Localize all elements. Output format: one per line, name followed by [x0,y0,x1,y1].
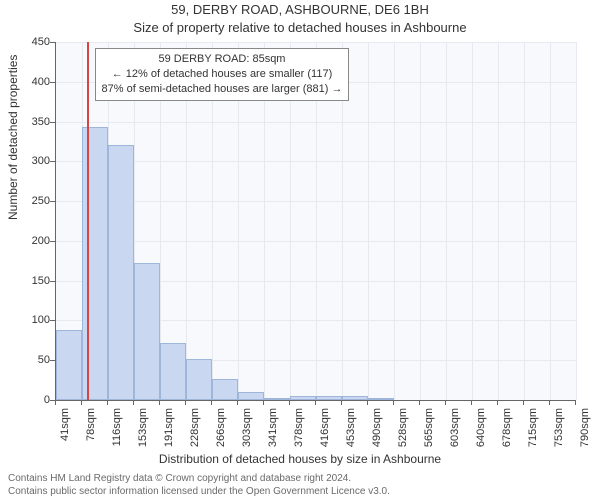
annotation-line2: ← 12% of detached houses are smaller (11… [112,68,333,80]
footnote: Contains HM Land Registry data © Crown c… [8,473,390,498]
x-tick-mark [55,400,56,405]
plot-area: 59 DERBY ROAD: 85sqm ← 12% of detached ho… [55,42,576,401]
y-tick-label: 0 [20,394,50,406]
y-tick-label: 450 [20,36,50,48]
histogram-bar [368,398,394,400]
x-tick-label: 790sqm [579,408,591,454]
x-tick-mark [341,400,342,405]
y-tick-mark [50,161,55,162]
y-tick-mark [50,201,55,202]
histogram-bar [160,343,186,400]
gridline-vertical [524,42,525,400]
x-tick-label: 378sqm [293,408,305,454]
y-tick-label: 150 [20,275,50,287]
x-tick-mark [315,400,316,405]
x-tick-mark [185,400,186,405]
histogram-bar [290,396,316,400]
y-tick-label: 300 [20,155,50,167]
x-tick-label: 603sqm [449,408,461,454]
y-tick-label: 350 [20,116,50,128]
x-tick-label: 453sqm [345,408,357,454]
gridline-vertical [550,42,551,400]
gridline-vertical [368,42,369,400]
y-tick-mark [50,241,55,242]
histogram-bar [108,145,134,400]
title-address: 59, DERBY ROAD, ASHBOURNE, DE6 1BH [0,2,600,17]
x-tick-label: 678sqm [501,408,513,454]
gridline-vertical [472,42,473,400]
footnote-line2: Contains public sector information licen… [8,486,390,497]
x-tick-mark [471,400,472,405]
x-axis-title: Distribution of detached houses by size … [0,452,600,466]
x-tick-mark [159,400,160,405]
x-tick-mark [393,400,394,405]
x-tick-label: 753sqm [553,408,565,454]
y-tick-mark [50,320,55,321]
gridline-vertical [498,42,499,400]
histogram-bar [264,398,290,400]
gridline-vertical [446,42,447,400]
x-tick-mark [289,400,290,405]
x-tick-label: 116sqm [111,408,123,454]
x-tick-label: 78sqm [85,408,97,454]
chart-container: 59, DERBY ROAD, ASHBOURNE, DE6 1BH Size … [0,0,600,500]
y-tick-label: 250 [20,195,50,207]
x-tick-label: 528sqm [397,408,409,454]
x-tick-mark [107,400,108,405]
x-tick-mark [367,400,368,405]
y-axis-title: Number of detached properties [6,55,20,220]
x-tick-label: 565sqm [423,408,435,454]
y-tick-label: 50 [20,354,50,366]
y-tick-mark [50,360,55,361]
footnote-line1: Contains HM Land Registry data © Crown c… [8,473,351,484]
x-tick-mark [133,400,134,405]
x-tick-mark [211,400,212,405]
x-tick-label: 715sqm [527,408,539,454]
x-tick-mark [263,400,264,405]
y-tick-label: 100 [20,314,50,326]
gridline-vertical [576,42,577,400]
title-subtitle: Size of property relative to detached ho… [0,20,600,35]
annotation-box: 59 DERBY ROAD: 85sqm ← 12% of detached ho… [95,48,350,101]
x-tick-mark [523,400,524,405]
gridline-vertical [420,42,421,400]
x-tick-mark [445,400,446,405]
x-tick-label: 266sqm [215,408,227,454]
x-tick-mark [81,400,82,405]
histogram-bar [56,330,82,400]
histogram-bar [212,379,238,400]
histogram-bar [316,396,342,400]
annotation-line3: 87% of semi-detached houses are larger (… [102,83,343,95]
x-tick-label: 228sqm [189,408,201,454]
x-tick-label: 640sqm [475,408,487,454]
x-tick-label: 41sqm [59,408,71,454]
gridline-vertical [394,42,395,400]
y-tick-mark [50,82,55,83]
histogram-bar [238,392,264,400]
x-tick-label: 490sqm [371,408,383,454]
y-tick-mark [50,281,55,282]
x-tick-label: 303sqm [241,408,253,454]
x-tick-mark [575,400,576,405]
annotation-line1: 59 DERBY ROAD: 85sqm [159,53,286,65]
y-tick-mark [50,122,55,123]
x-tick-mark [419,400,420,405]
y-tick-label: 400 [20,76,50,88]
x-tick-mark [237,400,238,405]
histogram-bar [134,263,160,400]
histogram-bar [186,359,212,400]
x-tick-mark [497,400,498,405]
x-tick-label: 341sqm [267,408,279,454]
property-marker-line [87,42,89,400]
x-tick-mark [549,400,550,405]
x-tick-label: 191sqm [163,408,175,454]
y-tick-label: 200 [20,235,50,247]
histogram-bar [342,396,368,400]
x-tick-label: 416sqm [319,408,331,454]
y-tick-mark [50,42,55,43]
x-tick-label: 153sqm [137,408,149,454]
